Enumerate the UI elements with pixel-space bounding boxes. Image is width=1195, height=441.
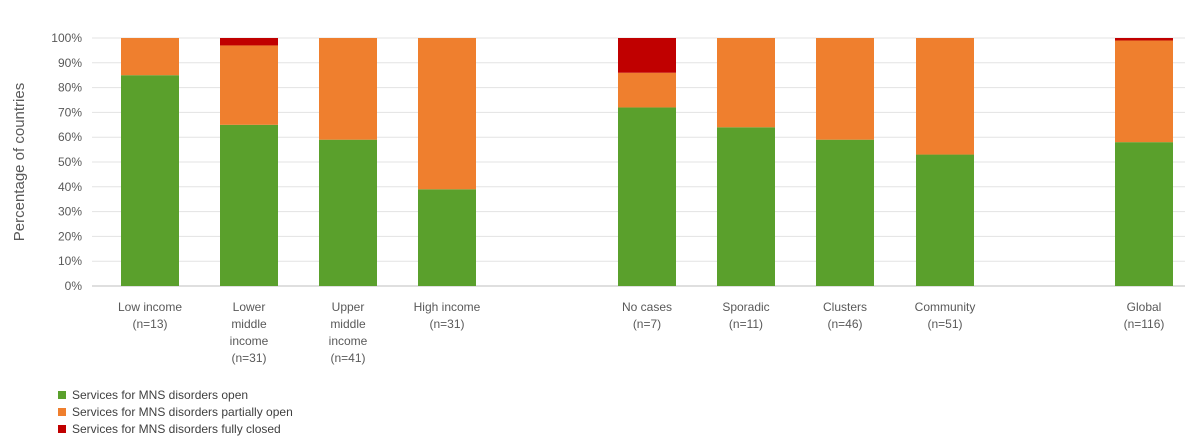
x-category-label: Clusters (n=46): [823, 300, 867, 331]
legend-swatch: [58, 407, 66, 416]
x-category-label: Lower middle income (n=31): [230, 300, 269, 365]
legend-label: Services for MNS disorders fully closed: [72, 421, 281, 436]
legend-item: Services for MNS disorders partially ope…: [58, 403, 293, 420]
y-tick-label: 10%: [58, 254, 82, 268]
y-tick-label: 40%: [58, 180, 82, 194]
legend-item: Services for MNS disorders open: [58, 386, 293, 403]
x-category-label: Upper middle income (n=41): [329, 300, 368, 365]
x-category-label: Community (n=51): [915, 300, 976, 331]
x-category-label: Global (n=116): [1124, 300, 1165, 331]
y-axis-label: Percentage of countries: [11, 83, 28, 241]
bar-segment-series-1: [319, 139, 377, 286]
legend-swatch: [58, 390, 66, 399]
legend-label: Services for MNS disorders partially ope…: [72, 404, 293, 419]
bar-segment-series-1: [618, 107, 676, 286]
bar-segment-series-1: [121, 75, 179, 286]
y-tick-label: 60%: [58, 130, 82, 144]
y-axis-tick-labels: 0% 10% 20% 30% 40% 50% 60% 70% 80% 90% 100%: [51, 31, 82, 293]
bar-segment-series-3: [618, 38, 676, 73]
bar-segment-series-1: [717, 127, 775, 286]
bar-segment-series-2: [816, 38, 874, 140]
x-category-label: Low income (n=13): [118, 300, 182, 331]
bar-segment-series-2: [319, 38, 377, 140]
legend: Services for MNS disorders open Services …: [58, 386, 293, 437]
y-tick-label: 20%: [58, 229, 82, 243]
bar-segment-series-2: [618, 72, 676, 108]
bar-segment-series-1: [816, 139, 874, 286]
bar-segment-series-2: [1115, 40, 1173, 143]
bar-segment-series-1: [916, 154, 974, 286]
bar-segment-series-2: [220, 45, 278, 125]
x-category-label: Sporadic (n=11): [722, 300, 769, 331]
x-axis-category-labels: Low income (n=13) Lower middle income (n=31) U…: [118, 300, 1164, 365]
y-tick-label: 0%: [65, 279, 83, 293]
bar-segment-series-1: [418, 189, 476, 286]
x-category-label: High income (n=31): [414, 300, 481, 331]
legend-label: Services for MNS disorders open: [72, 387, 249, 402]
bars: [121, 38, 1173, 286]
bar-segment-series-2: [418, 38, 476, 190]
bar-segment-series-1: [1115, 142, 1173, 286]
y-tick-label: 100%: [51, 31, 82, 45]
bar-segment-series-2: [717, 38, 775, 128]
y-tick-label: 80%: [58, 81, 82, 95]
legend-item: Services for MNS disorders fully closed: [58, 420, 293, 437]
y-tick-label: 90%: [58, 56, 82, 70]
bar-segment-series-2: [121, 38, 179, 76]
y-tick-label: 50%: [58, 155, 82, 169]
bar-segment-series-3: [220, 38, 278, 46]
bar-segment-series-1: [220, 124, 278, 286]
x-category-label: No cases (n=7): [622, 300, 672, 331]
y-tick-label: 70%: [58, 105, 82, 119]
y-tick-label: 30%: [58, 205, 82, 219]
bar-segment-series-3: [1115, 38, 1173, 41]
legend-swatch: [58, 424, 66, 433]
bar-segment-series-2: [916, 38, 974, 155]
